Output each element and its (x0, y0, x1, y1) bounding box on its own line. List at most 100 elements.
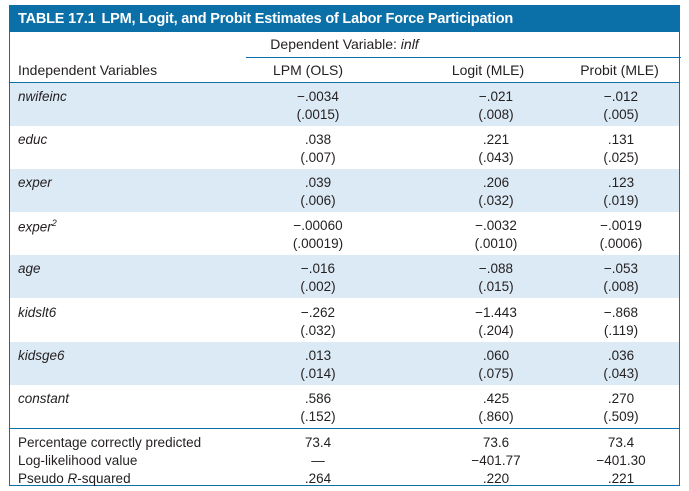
variable-name: educ (18, 132, 47, 147)
standard-error: (.043) (603, 365, 639, 381)
standard-error: (.119) (603, 322, 639, 338)
estimate-cell: .206 (.032) (426, 175, 566, 208)
dependent-variable-name: inlf (400, 36, 419, 52)
table-title-bar: TABLE 17.1 LPM, Logit, and Probit Estimat… (10, 6, 679, 32)
coefficient: −.262 (300, 304, 336, 320)
standard-error: (.204) (478, 322, 514, 338)
coefficient: .221 (482, 132, 510, 148)
variable-label: kidslt6 (18, 304, 57, 320)
coefficient: .036 (607, 347, 635, 363)
estimate-cell: −.012 (.005) (556, 89, 686, 122)
statistic-label-prefix: Pseudo (18, 470, 68, 486)
statistic-value: 73.4 (607, 434, 635, 450)
coefficient: −1.443 (475, 304, 517, 320)
variable-name: kidsge6 (18, 348, 65, 363)
standard-error: (.509) (603, 408, 639, 424)
statistic-label: Percentage correctly predicted (18, 434, 202, 450)
statistic-value: 73.4 (304, 434, 332, 450)
standard-error: (.032) (300, 322, 336, 338)
variable-label: constant (18, 390, 70, 406)
regression-table: TABLE 17.1 LPM, Logit, and Probit Estimat… (9, 5, 681, 486)
statistic-label: Log-likelihood value (18, 452, 138, 468)
coefficient: .060 (482, 347, 510, 363)
column-header-logit: Logit (MLE) (451, 62, 525, 78)
coefficient: −.053 (603, 261, 639, 277)
statistic-value: 73.6 (482, 434, 510, 450)
column-header-probit: Probit (MLE) (580, 62, 659, 78)
standard-error: (.015) (478, 279, 514, 295)
variable-name: kidslt6 (18, 305, 56, 320)
coefficient: −.00060 (293, 218, 343, 234)
standard-error: (.025) (603, 150, 639, 166)
coefficient: .039 (304, 175, 332, 191)
estimate-cell: −.0032 (.0010) (426, 218, 566, 251)
estimate-cell: .013 (.014) (258, 348, 378, 381)
coefficient: .206 (482, 175, 510, 191)
standard-error: (.005) (603, 107, 639, 122)
estimate-cell: .586 (.152) (258, 391, 378, 424)
estimate-cell: .036 (.043) (556, 348, 686, 381)
estimate-cell: .060 (.075) (426, 348, 566, 381)
estimate-cell: .425 (.860) (426, 391, 566, 424)
standard-error: (.0010) (474, 236, 518, 252)
header-rule (10, 82, 679, 83)
coefficient: .586 (304, 390, 332, 406)
estimate-cell: −.088 (.015) (426, 261, 566, 294)
statistic-label-suffix: -squared (77, 470, 131, 486)
variable-label: age (18, 261, 41, 277)
variable-label: nwifeinc (18, 89, 67, 104)
coefficient: .425 (482, 390, 510, 406)
row-band (10, 169, 679, 213)
estimate-cell: .221 (.043) (426, 132, 566, 165)
row-band (10, 255, 679, 299)
coefficient: −.0034 (297, 89, 339, 104)
statistic-value: — (311, 452, 325, 468)
standard-error: (.860) (478, 408, 514, 424)
coefficient: −.0019 (600, 218, 642, 234)
standard-error: (.014) (300, 365, 336, 381)
statistic-label-italic: R (67, 470, 78, 486)
variable-label: exper (18, 219, 52, 235)
estimate-cell: .123 (.019) (556, 175, 686, 208)
variable-name: exper2 (18, 218, 57, 235)
variable-label: exper (18, 175, 52, 191)
standard-error: (.019) (603, 193, 639, 209)
variable-exponent: 2 (51, 218, 57, 229)
variable-name: nwifeinc (18, 89, 67, 104)
statistic-value: .264 (304, 470, 332, 486)
standard-error: (.032) (478, 193, 514, 209)
statistic-value: −401.77 (471, 452, 521, 468)
estimate-cell: −.016 (.002) (258, 261, 378, 294)
row-band (10, 341, 679, 385)
coefficient: −.012 (603, 89, 639, 104)
standard-error: (.0015) (296, 107, 340, 122)
coefficient: .131 (607, 132, 635, 148)
statistic-value: −401.30 (596, 452, 646, 468)
estimate-cell: −.021 (.008) (426, 89, 566, 122)
coefficient: −.016 (300, 261, 336, 277)
statistic-value: .221 (607, 470, 635, 486)
statistic-label: Pseudo R-squared (18, 471, 131, 486)
statistic-value: .220 (482, 470, 510, 486)
dependent-variable-heading: Dependent Variable: inlf (10, 36, 679, 52)
estimate-cell: .038 (.007) (258, 132, 378, 165)
estimate-cell: .039 (.006) (258, 175, 378, 208)
estimate-cell: −.0019 (.0006) (556, 218, 686, 251)
column-header-variables: Independent Variables (18, 62, 158, 78)
coefficient: −.021 (478, 89, 514, 104)
standard-error: (.00019) (292, 236, 344, 252)
estimate-cell: −.868 (.119) (556, 305, 686, 338)
standard-error: (.075) (478, 365, 514, 381)
estimate-cell: −.262 (.032) (258, 305, 378, 338)
row-band (10, 83, 679, 127)
variable-name: constant (18, 391, 69, 406)
standard-error: (.002) (300, 279, 336, 295)
standard-error: (.0006) (599, 236, 643, 252)
standard-error: (.152) (300, 408, 336, 424)
estimate-cell: .270 (.509) (556, 391, 686, 424)
table-number: TABLE 17.1 (18, 11, 96, 27)
standard-error: (.008) (478, 107, 514, 122)
estimate-cell: −.0034 (.0015) (258, 89, 378, 122)
stats-rule (10, 427, 679, 429)
standard-error: (.008) (603, 279, 639, 295)
